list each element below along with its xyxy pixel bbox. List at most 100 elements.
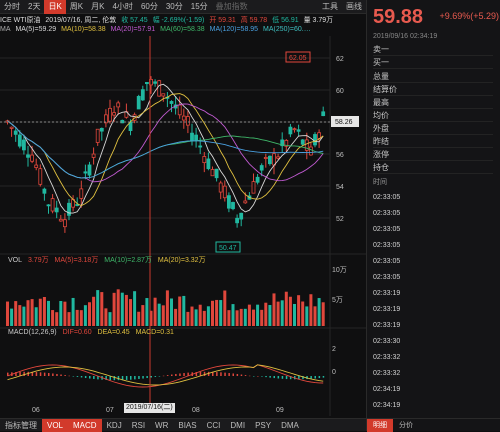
macd-bar xyxy=(76,376,79,377)
high-price-tag-bg xyxy=(285,51,311,63)
period-tab-30m[interactable]: 30分 xyxy=(165,1,183,11)
tab-detail[interactable]: 明细 xyxy=(367,418,393,432)
period-tab-4h[interactable]: 4小时 xyxy=(112,1,133,11)
volume-bar xyxy=(153,297,157,326)
macd-bar xyxy=(154,376,157,377)
candle-body xyxy=(280,139,285,147)
indicator-tab-rsi[interactable]: RSI xyxy=(131,420,146,430)
ma-label[interactable]: MA xyxy=(0,26,11,33)
vol-label[interactable]: VOL xyxy=(8,257,23,264)
candle-body xyxy=(255,176,260,183)
macd-bar xyxy=(80,376,83,378)
macd-bar xyxy=(203,371,206,376)
draw-line-button[interactable]: 画线 xyxy=(346,1,362,11)
macd-bar xyxy=(273,376,275,379)
volume-bar xyxy=(30,299,34,326)
macd-bar xyxy=(68,375,70,377)
ma5-line xyxy=(7,83,324,214)
macd-label[interactable]: MACD(12,26,9) xyxy=(8,329,57,336)
price-axis: 62 60 58 56 54 52 xyxy=(336,56,344,223)
quote-row-outer: 外盘 xyxy=(373,123,493,135)
candle-body xyxy=(259,165,264,171)
kline-chart[interactable]: 62 60 58 56 54 52 58.26 62.05 50.47 10万 … xyxy=(0,36,366,416)
candle-body xyxy=(296,129,301,132)
macd-bar xyxy=(19,371,21,376)
volume-bar xyxy=(18,305,22,326)
period-tab-timeshare[interactable]: 分时 xyxy=(4,1,20,11)
volume-bar xyxy=(305,306,309,326)
indicator-tab-dmi[interactable]: DMI xyxy=(230,420,246,430)
ma60-line xyxy=(7,120,324,179)
indicator-tab-cci[interactable]: CCI xyxy=(206,420,221,430)
quote-row-open-interest: 持仓 xyxy=(373,162,493,174)
volume-bar xyxy=(170,298,173,326)
period-tab-60m[interactable]: 60分 xyxy=(140,1,158,11)
volume-bar xyxy=(182,295,186,326)
candle-body xyxy=(34,164,39,168)
macd-bar xyxy=(15,372,17,376)
macd-bar xyxy=(265,376,267,378)
macd-dif: DIF=0.60 xyxy=(62,329,92,336)
volume-bar xyxy=(313,306,317,326)
tools-menu-button[interactable]: 工具 xyxy=(322,1,338,11)
volume-bar xyxy=(161,305,165,326)
candle-body xyxy=(91,153,96,158)
macd-bar xyxy=(158,376,161,377)
indicator-tab-macd[interactable]: MACD xyxy=(68,418,102,432)
volume-tick: 10万 xyxy=(332,266,347,274)
quote-panel: 59.88 +9.69%(+5.29) 2019/09/16 02:34:19 … xyxy=(366,0,500,432)
macd-bar xyxy=(216,372,218,376)
candle-body xyxy=(226,195,231,209)
macd-bar xyxy=(7,372,9,376)
volume-bar xyxy=(96,290,100,326)
candle-body xyxy=(26,154,30,158)
indicator-tabs: 指标管理 VOL MACD KDJ RSI WR BIAS CCI DMI PS… xyxy=(0,418,366,432)
price-change: +9.69%(+5.29) xyxy=(439,11,499,21)
period-tab-15m[interactable]: 15分 xyxy=(190,1,208,11)
ohlc-info-line: ICE WTI原油 2019/07/16, 周二, 伦敦 收 57.45 幅 -… xyxy=(0,15,366,25)
cursor-date-tag: 2019/07/16(二) xyxy=(124,403,175,413)
volume-bar xyxy=(227,310,231,326)
indicator-tab-dma[interactable]: DMA xyxy=(281,420,299,430)
volume-bar xyxy=(280,300,284,326)
volume-bar xyxy=(71,297,75,326)
candle-body xyxy=(99,127,104,132)
volume-bar xyxy=(206,306,210,326)
volume-bar xyxy=(202,310,206,326)
trade-time: 02:33:05 xyxy=(373,210,401,217)
volume-bar xyxy=(301,301,305,326)
price-tick: 62 xyxy=(336,56,344,63)
indicator-tab-wr[interactable]: WR xyxy=(155,420,169,430)
period-tab-weekly[interactable]: 周K xyxy=(69,1,84,11)
volume-bar xyxy=(194,309,198,326)
low-value: 低 56.91 xyxy=(272,17,299,24)
ma5-legend: MA(5)=59.29 xyxy=(15,26,57,33)
vol-ma5: MA(5)=3.18万 xyxy=(54,257,99,264)
trades-header: 时间 xyxy=(373,179,387,186)
candle-body xyxy=(239,212,244,220)
quote-row-limit-up: 涨停 xyxy=(373,149,493,161)
trade-time: 02:34:19 xyxy=(373,402,401,409)
ma250-legend: MA(250)=60.… xyxy=(263,26,311,33)
indicator-tab-vol[interactable]: VOL xyxy=(42,418,69,432)
macd-bar xyxy=(281,376,284,379)
indicator-tab-bias[interactable]: BIAS xyxy=(178,420,197,430)
volume-bar xyxy=(247,304,251,326)
indicator-tab-kdj[interactable]: KDJ xyxy=(106,420,122,430)
close-value: 收 57.45 xyxy=(121,17,148,24)
candle-body xyxy=(263,156,268,159)
tab-price-distribution[interactable]: 分价 xyxy=(399,421,413,429)
indicator-tab-psy[interactable]: PSY xyxy=(255,420,272,430)
macd-bar xyxy=(60,374,62,376)
macd-bar xyxy=(134,376,136,380)
current-price-tag-bg xyxy=(331,116,359,127)
period-tab-2day[interactable]: 2天 xyxy=(28,1,41,11)
indicator-manage-button[interactable]: 指标管理 xyxy=(5,420,37,430)
overlay-index-button[interactable]: 叠加指数 xyxy=(215,1,248,11)
candle-body xyxy=(9,126,14,129)
trade-time: 02:33:05 xyxy=(373,194,401,201)
period-tab-daily[interactable]: 日K xyxy=(44,0,66,14)
candle-body xyxy=(157,80,162,97)
period-tab-monthly[interactable]: 月K xyxy=(91,1,105,11)
macd-dif-line xyxy=(7,364,324,388)
